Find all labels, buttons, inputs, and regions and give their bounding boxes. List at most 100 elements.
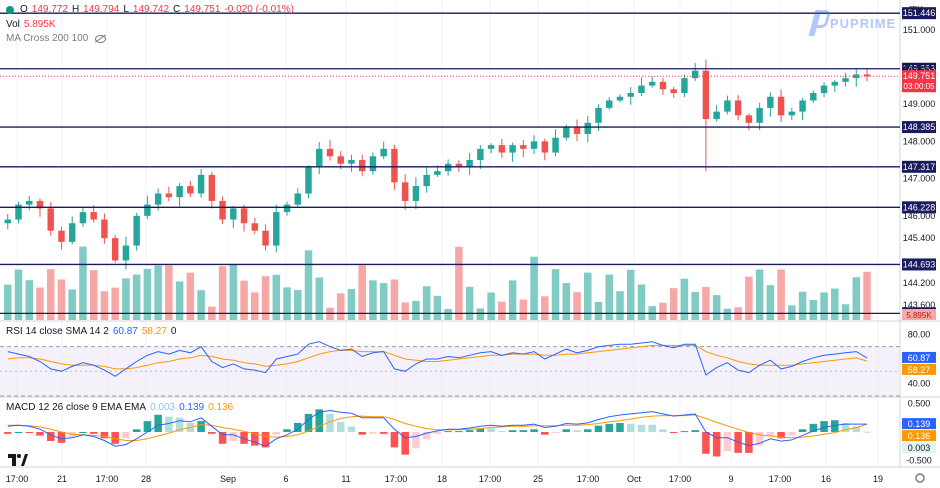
candle-body <box>122 245 130 261</box>
macd-histogram-bar <box>788 432 796 436</box>
volume-bar <box>412 300 420 320</box>
volume-bar <box>562 283 571 320</box>
price-tick-label: 147.000 <box>903 174 936 184</box>
macd-histogram-bar <box>777 432 785 439</box>
volume-value-tag <box>902 309 936 320</box>
volume-bar <box>519 299 528 320</box>
macd-histogram-bar <box>487 428 495 432</box>
macd-histogram-bar <box>240 432 248 444</box>
volume-bar <box>745 276 753 320</box>
candle-body <box>144 204 151 216</box>
volume-bar <box>4 284 12 320</box>
macd-histogram-bar <box>691 430 699 432</box>
volume-bar <box>508 280 517 320</box>
macd-histogram-bar <box>444 431 452 433</box>
rsi-sma-value-label: 58.27 <box>908 365 931 375</box>
time-axis-label: 19 <box>873 474 883 484</box>
candle-body <box>563 126 570 138</box>
macd-histogram-bar <box>79 432 87 433</box>
macd-title: MACD 12 26 close 9 EMA EMA <box>6 402 147 413</box>
volume-bar <box>637 284 646 320</box>
currency-label: JPY <box>908 5 923 14</box>
rsi-line <box>7 341 868 377</box>
candle-body <box>552 137 559 153</box>
macd-histogram-bar <box>809 423 818 432</box>
candle-body <box>788 111 796 116</box>
tradingview-logo-icon <box>8 454 28 466</box>
macd-histogram-bar <box>401 432 409 455</box>
price-tick-label: 148.000 <box>903 136 936 146</box>
green-dot-icon <box>6 6 14 14</box>
volume-legend[interactable]: Vol 5.895K <box>6 19 56 31</box>
macd-histogram-bar <box>132 429 141 432</box>
macd-histogram-bar <box>820 421 828 432</box>
macd-histogram-bar <box>294 422 302 432</box>
eye-slash-icon[interactable] <box>95 35 107 43</box>
candle-body <box>853 74 860 79</box>
macd-histogram-bar <box>745 432 753 453</box>
volume-bar <box>798 291 807 320</box>
macd-histogram-bar <box>197 421 205 432</box>
time-axis-label: Sep <box>220 474 236 484</box>
macd-histogram-bar <box>626 423 635 432</box>
candle-body <box>466 160 473 168</box>
volume-bar <box>251 292 259 320</box>
candle-body <box>530 141 538 149</box>
candle-body <box>702 70 710 120</box>
rsi-legend[interactable]: RSI 14 close SMA 14 2 60.87 58.27 0 <box>6 326 176 338</box>
macd-line <box>7 409 867 447</box>
macd-histogram-bar <box>616 422 624 432</box>
macd-histogram-bar <box>261 432 270 448</box>
open-label: O <box>20 4 28 15</box>
macd-histogram-bar <box>573 430 581 432</box>
settings-gear-icon <box>915 473 925 483</box>
volume-bar <box>831 288 839 320</box>
candle-body <box>713 111 720 120</box>
macd-legend[interactable]: MACD 12 26 close 9 EMA EMA 0.003 0.139 0… <box>6 402 233 414</box>
macd-histogram-bar <box>412 432 420 449</box>
macd-legend-value: 0.139 <box>179 402 205 413</box>
candle-body <box>305 167 312 194</box>
macd-signal-line <box>7 414 868 441</box>
volume-bar <box>68 289 76 320</box>
candle-body <box>412 186 420 201</box>
macd-histogram-bar <box>422 432 431 440</box>
candle-body <box>606 100 613 108</box>
brand-logo: PUPRIME <box>808 10 896 36</box>
candle-body <box>165 193 173 198</box>
candle-body <box>734 100 742 116</box>
macd-histogram-bar <box>358 432 366 435</box>
volume-bar <box>476 308 485 320</box>
macd-histogram-bar <box>831 420 839 432</box>
candle-body <box>380 148 387 157</box>
macd-histogram-bar <box>100 432 109 439</box>
candle-body <box>831 81 839 86</box>
volume-bar <box>294 290 302 320</box>
macd-histogram-bar <box>369 432 377 434</box>
low-value: 149.742 <box>132 4 170 15</box>
volume-bar <box>154 265 162 320</box>
macd-histogram-bar <box>57 432 66 443</box>
candle-body <box>79 212 87 224</box>
macd-histogram-bar <box>4 432 12 434</box>
macd-histogram-bar <box>519 430 528 432</box>
volume-bar <box>369 280 377 320</box>
macd-histogram-bar <box>390 432 399 448</box>
candle-body <box>863 74 871 77</box>
macd-histogram-bar <box>541 432 549 435</box>
candle-body <box>691 70 699 79</box>
macd-histogram-bar <box>347 426 356 432</box>
volume-bar <box>304 250 313 320</box>
candle-body <box>487 145 495 149</box>
volume-bar <box>487 292 495 320</box>
volume-bar <box>841 304 850 320</box>
candle-body <box>820 85 828 94</box>
macd-histogram-bar <box>551 432 560 433</box>
macd-histogram-bar <box>465 430 474 432</box>
candle-body <box>627 93 634 97</box>
volume-bar <box>132 274 141 320</box>
candle-body <box>455 163 463 168</box>
ma-cross-legend[interactable]: MA Cross 200 100 <box>6 33 107 45</box>
level-price-tag <box>902 160 936 173</box>
